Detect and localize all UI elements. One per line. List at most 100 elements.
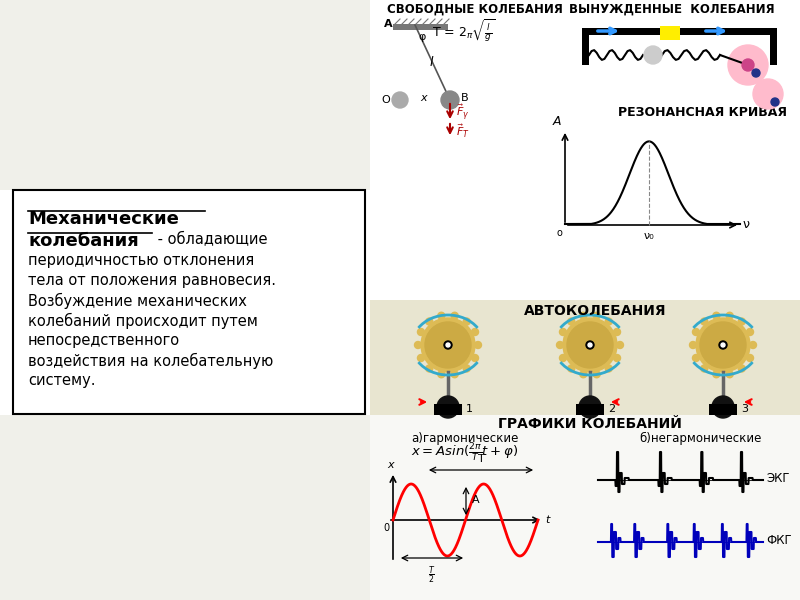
- Circle shape: [471, 328, 478, 335]
- Circle shape: [580, 312, 587, 319]
- Circle shape: [771, 98, 779, 106]
- Circle shape: [721, 343, 725, 347]
- Text: непосредственного: непосредственного: [28, 333, 180, 348]
- Bar: [576, 404, 604, 415]
- Circle shape: [426, 365, 433, 372]
- Circle shape: [441, 91, 459, 109]
- Circle shape: [474, 341, 482, 349]
- Circle shape: [614, 328, 621, 335]
- Text: ФКГ: ФКГ: [766, 533, 792, 547]
- Text: ν₀: ν₀: [644, 231, 654, 241]
- Circle shape: [701, 365, 708, 372]
- Text: T: T: [478, 454, 484, 464]
- Circle shape: [713, 371, 720, 378]
- Circle shape: [568, 318, 574, 325]
- Text: колебаний происходит путем: колебаний происходит путем: [28, 313, 258, 329]
- Circle shape: [438, 371, 445, 378]
- Circle shape: [746, 355, 754, 362]
- Text: 2: 2: [608, 404, 615, 414]
- Text: тела от положения равновесия.: тела от положения равновесия.: [28, 273, 276, 288]
- Circle shape: [446, 343, 450, 347]
- Circle shape: [701, 318, 708, 325]
- Circle shape: [752, 69, 760, 77]
- Bar: [582, 28, 777, 35]
- Circle shape: [559, 355, 566, 362]
- Circle shape: [418, 355, 425, 362]
- Circle shape: [617, 341, 623, 349]
- Text: T = $2_\pi\sqrt{\frac{l}{g}}$: T = $2_\pi\sqrt{\frac{l}{g}}$: [432, 18, 495, 44]
- FancyBboxPatch shape: [13, 190, 365, 414]
- Text: АВТОКОЛЕБАНИЯ: АВТОКОЛЕБАНИЯ: [524, 304, 666, 318]
- Circle shape: [568, 365, 574, 372]
- Text: l: l: [430, 56, 434, 70]
- Text: A: A: [384, 19, 393, 29]
- Text: систему.: систему.: [28, 373, 95, 388]
- Text: 0: 0: [383, 523, 389, 533]
- Circle shape: [614, 355, 621, 362]
- Bar: [770, 28, 777, 65]
- Circle shape: [425, 322, 471, 368]
- Circle shape: [693, 328, 699, 335]
- Circle shape: [726, 371, 733, 378]
- Text: б)негармонические: б)негармонические: [639, 432, 761, 445]
- Bar: [370, 0, 800, 310]
- Bar: [370, 300, 800, 415]
- Circle shape: [437, 396, 459, 418]
- Circle shape: [700, 322, 746, 368]
- Text: ВЫНУЖДЕННЫЕ  КОЛЕБАНИЯ: ВЫНУЖДЕННЫЕ КОЛЕБАНИЯ: [569, 3, 775, 16]
- Text: - обладающие: - обладающие: [153, 232, 267, 247]
- Circle shape: [421, 318, 475, 372]
- Text: t: t: [545, 515, 550, 525]
- Bar: [0, 190, 375, 415]
- Circle shape: [451, 312, 458, 319]
- Text: $x = Asin(\frac{2\pi}{T}t + \varphi)$: $x = Asin(\frac{2\pi}{T}t + \varphi)$: [411, 442, 518, 464]
- Text: o: o: [556, 228, 562, 238]
- Circle shape: [690, 341, 697, 349]
- Bar: [660, 26, 680, 40]
- Circle shape: [471, 355, 478, 362]
- Text: Возбуждение механических: Возбуждение механических: [28, 293, 247, 309]
- Text: периодичностью отклонения: периодичностью отклонения: [28, 253, 254, 268]
- Circle shape: [693, 355, 699, 362]
- Circle shape: [392, 92, 408, 108]
- Text: φ: φ: [418, 32, 426, 42]
- Text: 3: 3: [741, 404, 748, 414]
- Circle shape: [463, 365, 470, 372]
- Circle shape: [713, 312, 720, 319]
- Circle shape: [588, 343, 592, 347]
- Circle shape: [579, 396, 601, 418]
- Bar: [709, 404, 737, 415]
- Text: $\frac{T}{2}$: $\frac{T}{2}$: [428, 565, 436, 586]
- Bar: [434, 404, 462, 415]
- Circle shape: [586, 341, 594, 349]
- Bar: [393, 24, 448, 30]
- Circle shape: [580, 371, 587, 378]
- Circle shape: [444, 341, 452, 349]
- Text: Механические: Механические: [28, 210, 179, 228]
- Text: O: O: [382, 95, 390, 105]
- Circle shape: [746, 328, 754, 335]
- Circle shape: [742, 59, 754, 71]
- Text: x: x: [421, 93, 427, 103]
- Text: 1: 1: [466, 404, 473, 414]
- Bar: [370, 415, 800, 600]
- Circle shape: [414, 341, 422, 349]
- Circle shape: [426, 318, 433, 325]
- Circle shape: [606, 318, 612, 325]
- Text: x: x: [387, 460, 394, 470]
- Circle shape: [644, 46, 662, 64]
- Circle shape: [559, 328, 566, 335]
- Circle shape: [738, 318, 746, 325]
- Circle shape: [557, 341, 563, 349]
- Circle shape: [712, 396, 734, 418]
- Text: ЭКГ: ЭКГ: [766, 472, 790, 485]
- Bar: [582, 28, 589, 65]
- Text: РЕЗОНАНСНАЯ КРИВАЯ: РЕЗОНАНСНАЯ КРИВАЯ: [618, 106, 787, 119]
- Circle shape: [418, 328, 425, 335]
- Text: A: A: [472, 495, 480, 505]
- Circle shape: [593, 312, 600, 319]
- Circle shape: [567, 322, 613, 368]
- Text: $\vec{F}_T$: $\vec{F}_T$: [456, 122, 470, 140]
- Circle shape: [753, 79, 783, 109]
- Circle shape: [451, 371, 458, 378]
